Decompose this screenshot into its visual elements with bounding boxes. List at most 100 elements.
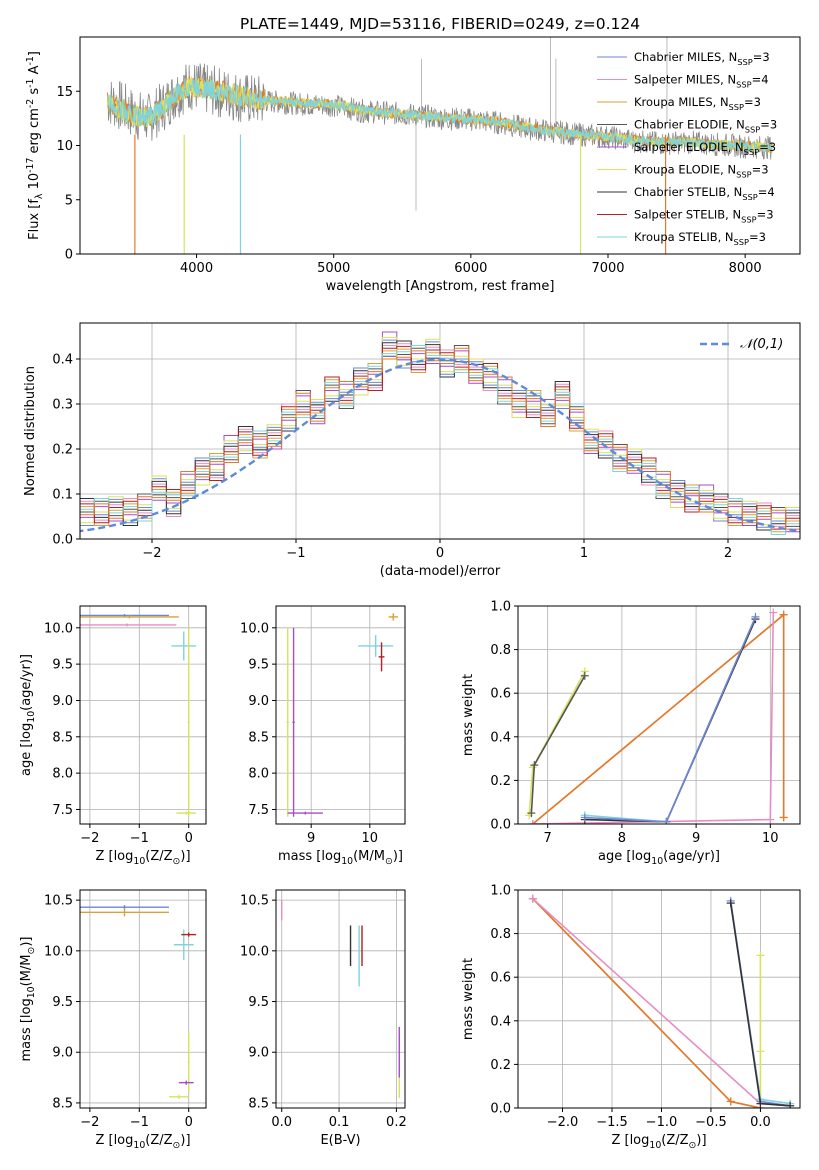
y-tick-label: 0.4 xyxy=(490,1014,511,1029)
y-tick-label: 8.5 xyxy=(52,730,73,745)
y-tick-label: 9.5 xyxy=(52,995,73,1010)
axes-age-vs-Z: −2 −1 0 7.5 8.0 8.5 9.0 9.5 10.0 Z [log10​(Z/Z⊙​)… xyxy=(19,605,207,867)
axes-weight-vs-Z: −2.0 −1.5 −1.0 −0.5 0.0 0.0 0.2 0.4 0.6 0.8 1.0 Z [… xyxy=(461,884,801,1151)
x-tick-label: 10 xyxy=(362,831,379,846)
axes-frame xyxy=(79,605,207,825)
axes-age-vs-mass: 9 10 7.5 8.0 8.5 9.0 9.5 10.0 mass [log10​(M/M⊙​… xyxy=(240,605,406,867)
x-axis-label: Z [log10​(Z/Z⊙​)] xyxy=(95,849,190,867)
x-tick-label: −0.5 xyxy=(695,1115,727,1130)
y-tick-label: 0.1 xyxy=(52,488,73,503)
data-point xyxy=(168,1094,189,1099)
legend-entry: Salpeter MILES, NSSP​=4 xyxy=(634,73,769,90)
y-tick-label: 0.4 xyxy=(490,730,511,745)
y-tick-label: 0.0 xyxy=(490,1102,511,1117)
x-axis-label: E(B-V) xyxy=(320,1133,360,1148)
data-point xyxy=(80,615,179,619)
y-tick-label: 9.0 xyxy=(52,694,73,709)
y-tick-label: 8.5 xyxy=(248,730,269,745)
y-tick-label: 0.0 xyxy=(490,818,511,833)
y-axis-label: mass weight xyxy=(461,674,476,756)
x-axis-label: (data-model)/error xyxy=(380,564,501,579)
data-point xyxy=(181,932,197,937)
x-tick-label: 0 xyxy=(185,1115,193,1130)
x-tick-label: 0.0 xyxy=(750,1115,771,1130)
weight-line xyxy=(584,616,757,823)
plot-area xyxy=(106,37,773,254)
y-tick-label: 8.5 xyxy=(52,1096,73,1111)
y-tick-label: 0.3 xyxy=(52,398,73,413)
axes-spectrum: 4000 5000 6000 7000 8000 0 5 10 15 wavelength [An… xyxy=(25,36,801,294)
x-tick-label: −2 xyxy=(80,831,99,846)
y-tick-label: 0.4 xyxy=(52,353,73,368)
y-tick-label: 0.8 xyxy=(490,927,511,942)
data-point xyxy=(388,613,398,621)
x-tick-label: 8000 xyxy=(729,261,762,276)
y-tick-label: 9.5 xyxy=(52,658,73,673)
y-tick-label: 0.8 xyxy=(490,643,511,658)
y-axis-label: Normed distribution xyxy=(23,366,38,496)
x-tick-label: 0.0 xyxy=(271,1115,292,1130)
x-tick-label: 5000 xyxy=(317,261,350,276)
x-tick-label: −1 xyxy=(286,546,305,561)
x-tick-label: 7000 xyxy=(591,261,624,276)
spectrum-model-line xyxy=(106,76,773,154)
legend-entry: Salpeter STELIB, NSSP​=3 xyxy=(634,208,774,225)
x-tick-label: 0.2 xyxy=(386,1115,407,1130)
x-tick-label: −2 xyxy=(142,546,161,561)
x-tick-label: 0 xyxy=(436,546,444,561)
y-tick-label: 7.5 xyxy=(52,803,73,818)
data-point xyxy=(178,1080,194,1085)
legend-entry: Kroupa ELODIE, NSSP​=3 xyxy=(634,163,769,180)
weight-line xyxy=(584,616,757,823)
axes-frame xyxy=(517,889,801,1109)
y-tick-label: 0.0 xyxy=(52,533,73,548)
plot-area xyxy=(528,894,795,1108)
x-axis-label: Z [log10​(Z/Z⊙​)] xyxy=(95,1133,190,1151)
y-tick-label: 15 xyxy=(56,85,73,100)
x-tick-label: −2 xyxy=(80,1115,99,1130)
gaussian-curve xyxy=(80,358,800,533)
data-point xyxy=(187,627,190,817)
data-point xyxy=(358,635,394,657)
plot-area xyxy=(525,608,788,824)
y-tick-label: 8.5 xyxy=(248,1096,269,1111)
legend-entry: Chabrier STELIB, NSSP​=4 xyxy=(634,185,775,202)
y-tick-label: 8.0 xyxy=(52,767,73,782)
axes-frame xyxy=(517,605,801,825)
histogram-step xyxy=(80,347,800,530)
y-tick-label: 9.5 xyxy=(248,995,269,1010)
x-axis-label: wavelength [Angstrom, rest frame] xyxy=(326,279,555,294)
x-tick-label: 7 xyxy=(544,831,552,846)
y-tick-label: 9.0 xyxy=(248,1046,269,1061)
axes-residuals: −2 −1 0 1 2 0.0 0.1 0.2 0.3 0.4 (data-model)/error… xyxy=(23,322,801,579)
y-tick-label: 0.2 xyxy=(490,1058,511,1073)
data-point xyxy=(378,642,385,672)
x-tick-label: −1.0 xyxy=(646,1115,678,1130)
y-axis-label: mass [log10​(M/M⊙​)] xyxy=(19,937,37,1062)
x-tick-label: 1 xyxy=(580,546,588,561)
legend-entry: Kroupa MILES, NSSP​=3 xyxy=(634,95,761,112)
x-tick-label: 8 xyxy=(618,831,626,846)
legend-entry: Salpeter ELODIE, NSSP​=3 xyxy=(634,140,776,157)
x-tick-label: 9 xyxy=(692,831,700,846)
y-tick-label: 0 xyxy=(65,248,73,263)
x-axis-label: age [log10​(age/yr)] xyxy=(598,849,720,867)
data-point xyxy=(287,811,323,815)
y-tick-label: 10.0 xyxy=(240,944,269,959)
plot-area xyxy=(80,905,197,1099)
data-point xyxy=(80,908,169,917)
y-tick-label: 0.2 xyxy=(490,774,511,789)
plot-area xyxy=(80,331,800,535)
x-tick-label: 0.1 xyxy=(329,1115,350,1130)
axes-frame xyxy=(79,889,207,1109)
y-tick-label: 10.0 xyxy=(44,944,73,959)
y-tick-label: 0.2 xyxy=(52,443,73,458)
y-tick-label: 1.0 xyxy=(490,600,511,615)
data-point xyxy=(171,631,197,661)
histogram-step xyxy=(80,345,800,530)
axes-frame xyxy=(275,889,406,1109)
y-tick-label: 0.6 xyxy=(490,971,511,986)
weight-line xyxy=(532,612,775,824)
axes-mass-vs-Z: −2 −1 0 8.5 9.0 9.5 10.0 10.5 Z [log10​(Z/Z⊙​)] m… xyxy=(19,889,207,1151)
